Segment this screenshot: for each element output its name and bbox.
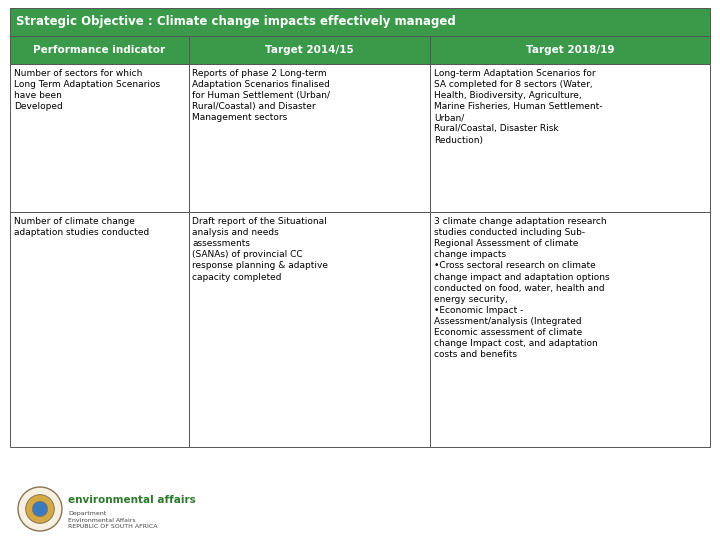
Bar [430, 64, 710, 212]
Text: Long-term Adaptation Scenarios for
SA completed for 8 sectors (Water,
Health, Bi: Long-term Adaptation Scenarios for SA co… [434, 69, 603, 145]
Text: Draft report of the Situational
analysis and needs
assessments
(SANAs) of provin: Draft report of the Situational analysis… [192, 217, 328, 281]
Text: Number of climate change
adaptation studies conducted: Number of climate change adaptation stud… [14, 217, 149, 237]
Text: Strategic Objective : Climate change impacts effectively managed: Strategic Objective : Climate change imp… [16, 16, 456, 29]
Circle shape [26, 495, 54, 523]
Bar [10, 64, 189, 212]
Bar [189, 36, 430, 64]
Bar [430, 36, 710, 64]
Bar [10, 212, 189, 447]
Text: Performance indicator: Performance indicator [33, 45, 166, 55]
Text: Department
Environmental Affairs
REPUBLIC OF SOUTH AFRICA: Department Environmental Affairs REPUBLI… [68, 511, 158, 529]
Text: 3 climate change adaptation research
studies conducted including Sub-
Regional A: 3 climate change adaptation research stu… [434, 217, 610, 359]
Text: Number of sectors for which
Long Term Adaptation Scenarios
have been
Developed: Number of sectors for which Long Term Ad… [14, 69, 160, 111]
Text: environmental affairs: environmental affairs [68, 495, 196, 505]
Bar [10, 8, 710, 36]
Bar [189, 212, 430, 447]
Bar [189, 64, 430, 212]
Bar [430, 212, 710, 447]
Text: Reports of phase 2 Long-term
Adaptation Scenarios finalised
for Human Settlement: Reports of phase 2 Long-term Adaptation … [192, 69, 330, 123]
Bar [10, 36, 189, 64]
Text: Target 2018/19: Target 2018/19 [526, 45, 614, 55]
Circle shape [18, 487, 62, 531]
Circle shape [32, 501, 48, 517]
Text: Target 2014/15: Target 2014/15 [265, 45, 354, 55]
